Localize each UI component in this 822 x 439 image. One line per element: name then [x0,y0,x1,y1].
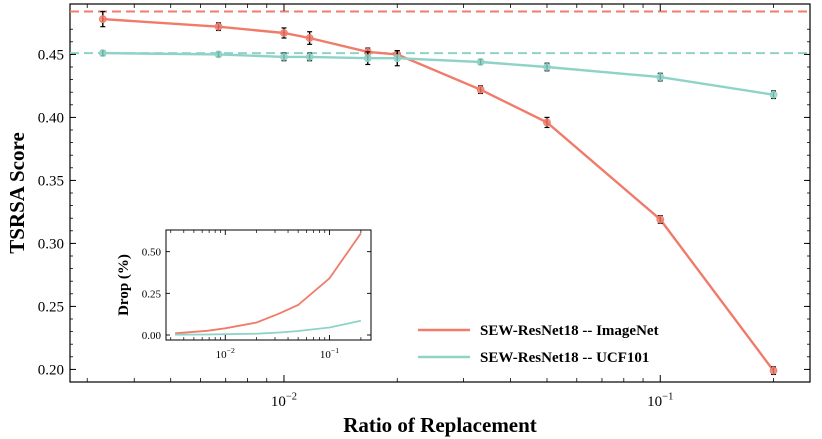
data-point [280,53,288,61]
series-line-0 [102,17,775,372]
y-tick-label: 0.30 [38,236,64,252]
inset-series-line-1 [175,319,362,336]
series-line-1 [102,51,774,96]
inset-series-line-0 [175,232,362,335]
data-point [98,15,107,24]
data-point [363,54,372,63]
inset-plot: 0.00 0.25 0.50 10−2 10−1 [142,229,372,361]
y-tick-label: 0.40 [38,110,64,126]
main-plot: 0.20 0.25 0.30 0.35 0.40 0.45 10−2 10−1 [38,3,811,410]
inset-y-tick-label: 0.25 [142,288,162,300]
data-point [543,63,551,71]
data-point [393,54,402,63]
y-tick-label: 0.35 [38,173,64,189]
inset-y-tick-label: 0.50 [142,247,162,259]
x-axis-title: Ratio of Replacement [343,413,537,437]
legend-label-1: SEW-ResNet18 -- UCF101 [480,350,649,366]
inset-frame [165,229,372,341]
data-point [769,366,778,375]
data-point [656,215,665,224]
data-point [305,34,314,42]
inset-y-tick-label: 0.00 [142,330,162,342]
x-tick-label: 10−2 [271,391,297,410]
data-point [476,85,485,94]
inset-x-tick-label: 10−2 [216,346,235,361]
inset-y-axis-title: Drop (%) [116,254,132,316]
y-tick-label: 0.20 [38,362,64,378]
data-point [214,22,223,31]
data-point [305,53,314,61]
data-point [543,118,551,127]
y-tick-label: 0.45 [38,47,64,63]
data-point [214,50,223,59]
data-point [769,90,778,99]
legend: SEW-ResNet18 -- ImageNet SEW-ResNet18 -- … [418,323,659,366]
data-point [98,49,107,58]
x-tick-label: 10−1 [647,391,673,410]
data-point [476,58,485,66]
inset-x-tick-label: 10−1 [320,346,339,361]
y-axis-title: TSRSA Score [5,132,29,254]
data-point [280,29,288,37]
y-tick-label: 0.25 [38,299,64,315]
data-point [656,73,665,81]
legend-label-0: SEW-ResNet18 -- ImageNet [480,323,659,339]
